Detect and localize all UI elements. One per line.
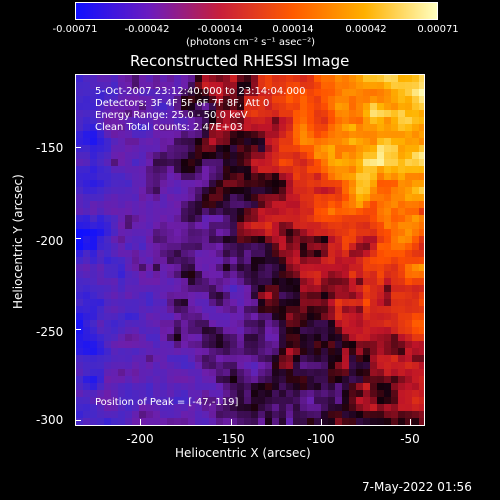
image-title: Reconstructed RHESSI Image [130, 52, 350, 70]
rhessi-image-map [76, 75, 424, 425]
y-axis-label: Heliocentric Y (arcsec) [11, 174, 25, 309]
colorbar [75, 2, 438, 20]
colorbar-tick-label: 0.00042 [345, 24, 387, 35]
axis-tick-mark [75, 420, 81, 421]
axis-tick-mark [75, 147, 81, 148]
colorbar-tick-label: 0.00014 [272, 24, 314, 35]
x-tick-label: -200 [126, 432, 154, 446]
x-tick-label: -50 [400, 432, 420, 446]
x-axis-label: Heliocentric X (arcsec) [175, 446, 311, 460]
colorbar-tick-label: -0.00071 [52, 24, 98, 35]
colorbar-tick-label: 0.00071 [417, 24, 459, 35]
energy-range: Energy Range: 25.0 - 50.0 keV [95, 110, 248, 121]
detectors: Detectors: 3F 4F 5F 6F 7F 8F, Att 0 [95, 98, 270, 109]
time-range: 5-Oct-2007 23:12:40.000 to 23:14:04.000 [95, 86, 306, 97]
y-tick-label: -300 [36, 413, 64, 427]
axis-tick-mark [410, 419, 411, 425]
y-tick-label: -200 [36, 234, 64, 248]
axis-tick-mark [75, 329, 81, 330]
rhessi-image [75, 74, 425, 426]
axis-tick-mark [75, 238, 81, 239]
colorbar-units: (photons cm⁻² s⁻¹ asec⁻²) [186, 37, 316, 48]
y-tick-label: -250 [36, 325, 64, 339]
axis-tick-mark [321, 419, 322, 425]
total-counts: Clean Total counts: 2.47E+03 [95, 122, 243, 133]
peak-position: Position of Peak = [-47,-119] [95, 397, 239, 408]
axis-tick-mark [140, 419, 141, 425]
colorbar-tick-label: -0.00014 [197, 24, 243, 35]
axis-tick-mark [231, 419, 232, 425]
colorbar-tick-label: -0.00042 [124, 24, 170, 35]
y-tick-label: -150 [36, 141, 64, 155]
x-tick-label: -100 [307, 432, 335, 446]
image-pixels [76, 75, 424, 425]
render-timestamp: 7-May-2022 01:56 [362, 480, 472, 494]
x-tick-label: -150 [217, 432, 245, 446]
